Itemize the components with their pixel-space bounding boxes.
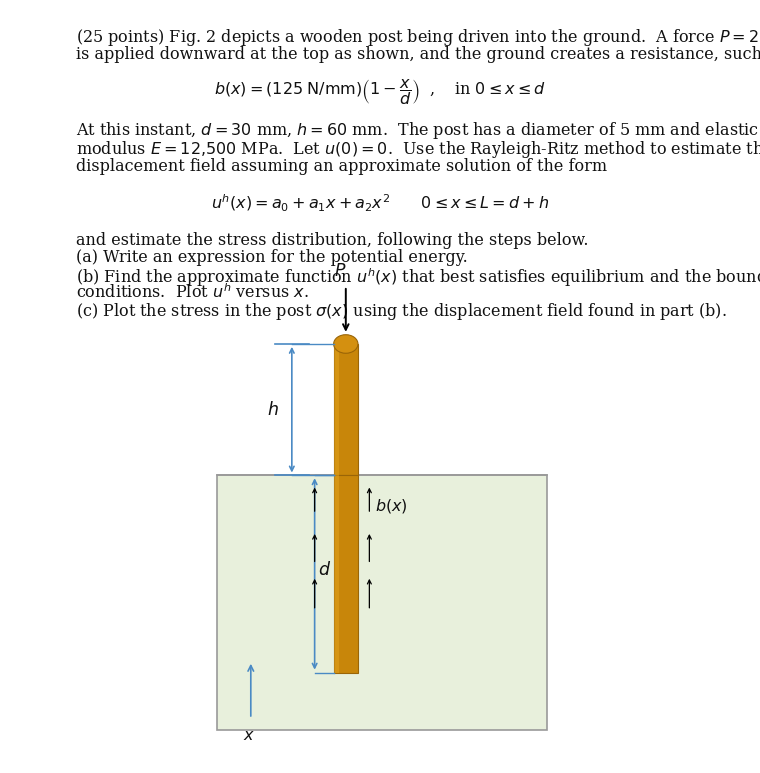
Text: $u^h(x) = a_0 + a_1 x + a_2 x^2 \qquad 0 \leq x \leq L = d + h$: $u^h(x) = a_0 + a_1 x + a_2 x^2 \qquad 0…: [211, 193, 549, 214]
Text: $d$: $d$: [318, 561, 331, 579]
Text: $b(x)$: $b(x)$: [375, 497, 407, 516]
Text: conditions.  Plot $u^h$ versus $x$.: conditions. Plot $u^h$ versus $x$.: [76, 284, 309, 302]
Text: (c) Plot the stress in the post $\sigma(x)$ using the displacement field found i: (c) Plot the stress in the post $\sigma(…: [76, 301, 727, 322]
Bar: [334, 475, 358, 673]
Text: displacement field assuming an approximate solution of the form: displacement field assuming an approxima…: [76, 158, 607, 175]
Bar: [217, 475, 547, 730]
Text: (a) Write an expression for the potential energy.: (a) Write an expression for the potentia…: [76, 249, 467, 266]
Bar: [334, 475, 339, 673]
Bar: [334, 344, 339, 475]
Text: $P$: $P$: [334, 263, 346, 280]
Text: $h$: $h$: [267, 400, 279, 419]
Text: (b) Find the approximate function $u^h(x)$ that best satisfies equilibrium and t: (b) Find the approximate function $u^h(x…: [76, 267, 760, 289]
Text: modulus $E = 12{,}500$ MPa.  Let $u(0) = 0$.  Use the Rayleigh-Ritz method to es: modulus $E = 12{,}500$ MPa. Let $u(0) = …: [76, 139, 760, 160]
Text: At this instant, $d = 30$ mm, $h = 60$ mm.  The post has a diameter of 5 mm and : At this instant, $d = 30$ mm, $h = 60$ m…: [76, 120, 759, 141]
Ellipse shape: [334, 335, 358, 353]
Bar: [334, 344, 358, 475]
Text: and estimate the stress distribution, following the steps below.: and estimate the stress distribution, fo…: [76, 232, 588, 249]
Text: $x$: $x$: [243, 727, 255, 744]
Text: (25 points) Fig. 2 depicts a wooden post being driven into the ground.  A force : (25 points) Fig. 2 depicts a wooden post…: [76, 27, 760, 48]
Text: is applied downward at the top as shown, and the ground creates a resistance, su: is applied downward at the top as shown,…: [76, 46, 760, 63]
Text: $b(x) = (125\;\mathrm{N/mm})\left(1 - \dfrac{x}{d}\right)\;$ ,    in $0 \leq x \: $b(x) = (125\;\mathrm{N/mm})\left(1 - \d…: [214, 77, 546, 107]
